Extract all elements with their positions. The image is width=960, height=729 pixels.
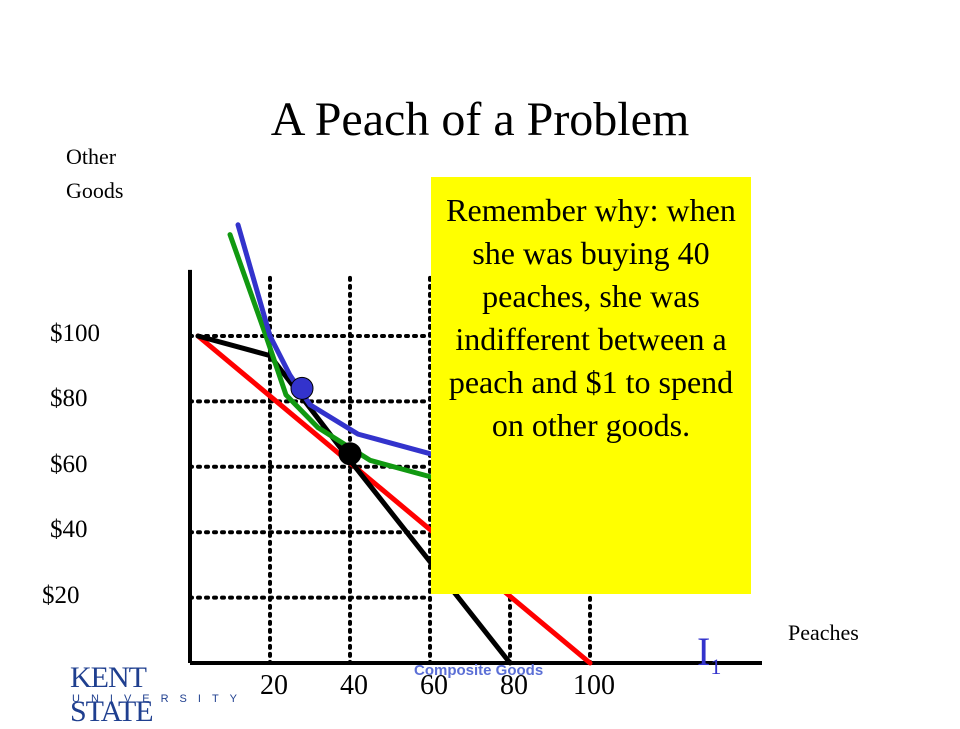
series-layer <box>195 222 701 666</box>
callout-box: Remember why: when she was buying 40 pea… <box>431 177 751 594</box>
y-axis-label: Other Goods <box>66 144 124 203</box>
x-tick-label-60: 60 <box>420 670 448 701</box>
y-tick-label-80: $80 <box>50 385 88 413</box>
y-tick-label-60: $60 <box>50 450 88 478</box>
logo-university: UNIVERSITY <box>72 693 249 705</box>
x-tick-label-40: 40 <box>340 670 368 701</box>
series-budget-red <box>195 333 593 666</box>
x-tick-label-80: 80 <box>500 670 528 701</box>
indifference-curve-label: I1 <box>697 628 721 680</box>
point-bundle-blue <box>290 376 314 400</box>
y-tick-label-40: $40 <box>50 516 88 544</box>
kent-state-logo: KENT STATE UNIVERSITY <box>70 653 237 728</box>
slide-title: A Peach of a Problem <box>270 93 690 146</box>
y-tick-label-20: $20 <box>42 581 80 609</box>
y-tick-label-100: $100 <box>50 320 100 347</box>
point-layer <box>290 376 362 466</box>
axis-layer <box>188 269 762 665</box>
x-tick-label-20: 20 <box>260 670 288 701</box>
series-indiff-green <box>227 232 493 496</box>
x-tick-label-100: 100 <box>573 670 615 701</box>
curve-label-main: I <box>697 629 711 674</box>
footer-text: Composite Goods <box>414 662 544 679</box>
point-bundle-black <box>338 442 362 466</box>
x-axis-label: Peaches <box>788 620 859 645</box>
curve-label-sub: 1 <box>710 654 722 679</box>
series-budget-black <box>195 333 513 666</box>
